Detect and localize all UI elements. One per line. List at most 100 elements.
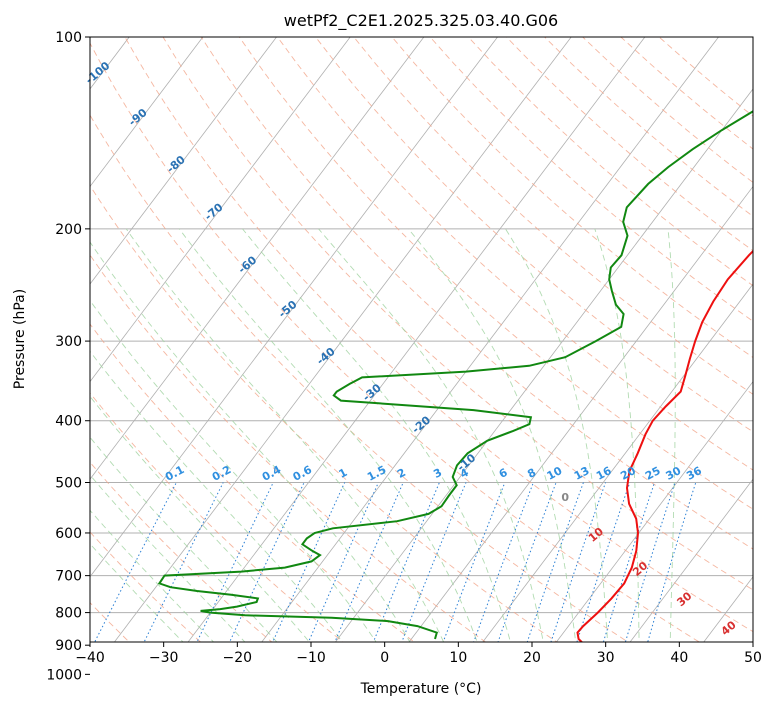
isotherm-line xyxy=(90,37,277,285)
mixing-ratio-label: 36 xyxy=(684,464,704,483)
dry-adiabat xyxy=(277,37,753,471)
plot-frame xyxy=(89,36,754,643)
mixing-ratio-label: 30 xyxy=(664,464,684,483)
y-axis-label: Pressure (hPa) xyxy=(12,289,28,389)
mixing-ratio-label: 25 xyxy=(643,464,663,483)
dry-adiabat xyxy=(620,37,753,150)
mixing-ratio-label: 6 xyxy=(497,466,510,481)
dry-adiabat-label: 10 xyxy=(586,525,606,545)
moist-adiabat xyxy=(667,228,676,642)
dry-adiabat xyxy=(124,37,753,633)
mixing-ratio-label: 1 xyxy=(337,466,350,481)
isotherm-label: -20 xyxy=(410,413,434,436)
x-tick-label: −10 xyxy=(296,650,326,666)
dry-adiabat xyxy=(544,37,753,217)
dry-adiabat xyxy=(162,37,753,591)
isotherm-line xyxy=(482,283,753,642)
moist-adiabat xyxy=(90,543,184,642)
mixing-ratio-label: 3 xyxy=(431,466,444,481)
isotherm-label: -70 xyxy=(202,200,226,223)
isotherm-line xyxy=(703,576,753,642)
isotherm-line xyxy=(187,37,646,642)
moist-adiabat xyxy=(90,241,411,642)
isotherm-label: -60 xyxy=(236,253,260,276)
mixing-ratio-label: 0.1 xyxy=(163,463,186,484)
dry-adiabat xyxy=(200,37,753,550)
mixing-ratio-line xyxy=(550,482,607,642)
x-tick-label: 20 xyxy=(523,650,541,666)
dry-adiabat xyxy=(90,42,701,642)
x-tick-label: 10 xyxy=(449,650,467,666)
isotherm-label: -40 xyxy=(314,345,338,368)
dry-adiabat xyxy=(429,37,753,322)
isotherm-line xyxy=(261,37,719,642)
axes: −40 −30 −20 −10 0 10 20 30 40 5010020030040050060… xyxy=(46,30,762,683)
y-tick-label: 800 xyxy=(55,606,82,622)
dry-adiabat xyxy=(467,37,753,287)
mixing-ratio-label: 16 xyxy=(594,464,614,483)
zero-label: 0 xyxy=(561,491,569,504)
moist-adiabat xyxy=(90,350,344,642)
line-labels: 0.1 0.2 0.4 0.6 1 1.5 2 3 4 6 8 10 13 16 20 25 30 36-100-… xyxy=(83,59,739,638)
y-tick-label: 500 xyxy=(55,475,82,491)
dry-adiabat xyxy=(315,37,753,433)
mixing-ratio-line xyxy=(647,482,697,642)
mixing-ratio-label: 10 xyxy=(545,464,565,483)
mixing-ratio-label: 0.6 xyxy=(291,463,315,484)
isotherm-line xyxy=(90,37,498,578)
mixing-ratio-label: 0.2 xyxy=(210,463,233,484)
data-series xyxy=(157,110,753,642)
moist-adiabat xyxy=(90,474,246,642)
moist-adiabat xyxy=(90,395,310,642)
mixing-ratio-line xyxy=(473,482,534,642)
mixing-ratio-label: 13 xyxy=(572,464,592,483)
dry-adiabat-label: 30 xyxy=(674,589,694,609)
y-tick-label: 1000 xyxy=(46,667,82,683)
y-tick-label: 100 xyxy=(55,30,82,46)
dry-adiabat xyxy=(90,531,202,642)
dewpoint-line xyxy=(157,110,753,640)
y-tick-label: 600 xyxy=(55,526,82,542)
moist-adiabat xyxy=(594,228,640,642)
moist-adiabat xyxy=(90,299,377,642)
dry-adiabat xyxy=(90,114,629,642)
mixing-ratio-line xyxy=(576,482,631,642)
y-tick-label: 700 xyxy=(55,569,82,585)
mixing-ratio-label: 1.5 xyxy=(365,463,388,484)
dry-adiabat xyxy=(90,254,487,642)
y-tick-label: 900 xyxy=(55,638,82,654)
isotherm-label: -90 xyxy=(126,106,150,129)
isotherm-line xyxy=(90,37,425,480)
isotherm-line xyxy=(90,37,351,383)
mixing-ratio-line xyxy=(196,482,274,642)
isotherm-line xyxy=(90,37,204,188)
isotherm-label: -30 xyxy=(360,381,384,404)
x-tick-label: 50 xyxy=(744,650,762,666)
dry-adiabat xyxy=(658,37,753,117)
x-axis-label: Temperature (°C) xyxy=(360,681,482,697)
isotherm-line xyxy=(334,88,753,642)
mixing-ratio-label: 2 xyxy=(395,466,408,481)
x-tick-label: −20 xyxy=(223,650,253,666)
x-tick-label: 40 xyxy=(670,650,688,666)
mixing-ratio-line xyxy=(497,482,557,642)
mixing-ratio-line xyxy=(143,482,224,642)
moist-adiabat xyxy=(505,228,609,642)
dry-adiabat xyxy=(90,323,416,642)
moist-adiabat xyxy=(90,436,278,642)
isotherm-label: -100 xyxy=(83,59,113,87)
moist-adiabat xyxy=(318,228,544,642)
moist-adiabat xyxy=(90,509,215,642)
background-lines xyxy=(90,37,753,642)
isotherm-line xyxy=(408,185,753,642)
isotherm-label: -80 xyxy=(164,153,188,176)
dry-adiabat xyxy=(90,392,344,642)
x-tick-label: 30 xyxy=(597,650,615,666)
mixing-ratio-line xyxy=(307,482,379,642)
dry-adiabat xyxy=(353,37,753,395)
moist-adiabat xyxy=(125,228,445,642)
x-tick-label: −40 xyxy=(75,650,105,666)
mixing-ratio-label: 0.4 xyxy=(260,463,284,484)
moist-adiabat xyxy=(178,228,478,642)
